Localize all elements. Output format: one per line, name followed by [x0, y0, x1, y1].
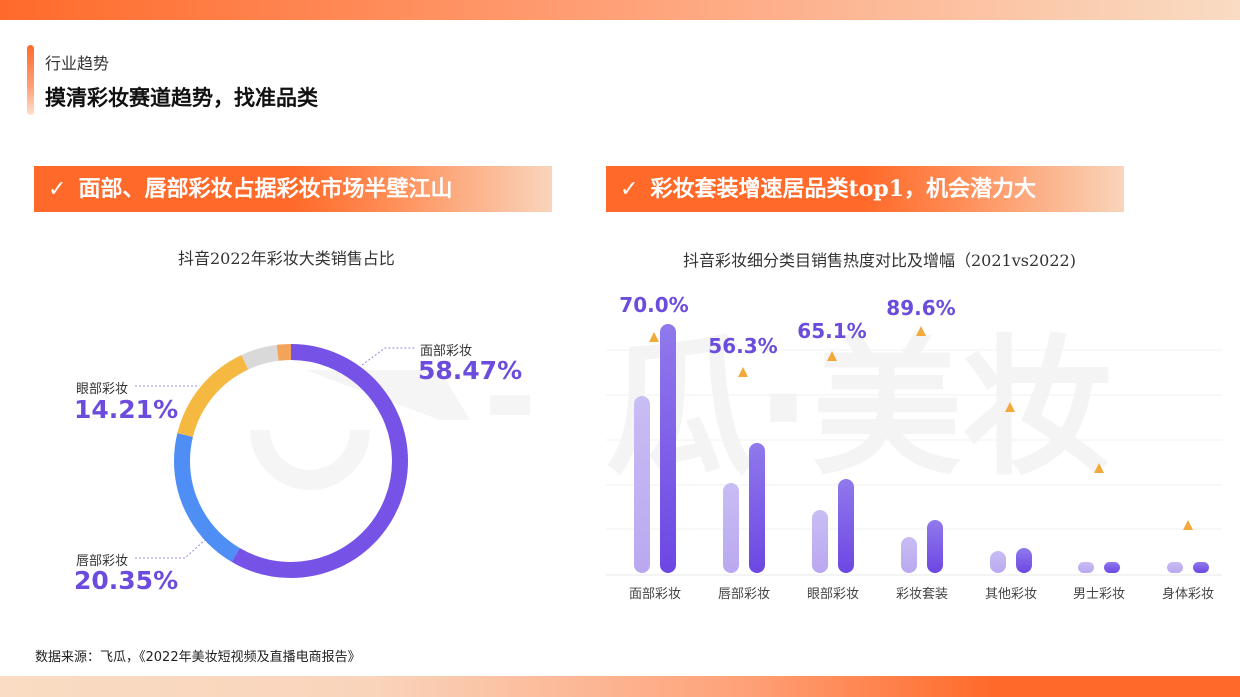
x-label-men: 男士彩妆: [1072, 587, 1125, 602]
top-gradient-bar: [0, 0, 1240, 20]
leader-line-lip: [135, 539, 206, 559]
growth-label-set: 89.6%: [886, 296, 956, 320]
x-label-lip: 唇部彩妆: [717, 587, 770, 602]
right-banner: ✓ 彩妆套装增速居品类top1，机会潜力大: [606, 166, 1124, 212]
slice-lip: [174, 344, 408, 578]
x-label-set: 彩妆套装: [895, 587, 948, 602]
page-title: 摸清彩妆赛道趋势，找准品类: [45, 86, 318, 110]
x-label-face: 面部彩妆: [628, 587, 681, 602]
header-accent-bar: [27, 45, 34, 115]
gridlines: [606, 349, 1222, 576]
callout-face-value: 58.47%: [418, 356, 523, 385]
section-eyebrow: 行业趋势: [45, 54, 110, 73]
growth-label-face: 70.0%: [619, 293, 689, 317]
x-label-body: 身体彩妆: [1161, 587, 1214, 602]
watermark-text: 瓜·美妆: [605, 322, 1112, 496]
bar-group-lip: [723, 443, 765, 573]
check-icon: ✓: [48, 177, 67, 202]
bar-group-set: [901, 520, 943, 573]
donut-chart-title: 抖音2022年彩妆大类销售占比: [178, 249, 395, 268]
bottom-gradient-bar: [0, 676, 1240, 697]
right-banner-text: 彩妆套装增速居品类top1，机会潜力大: [650, 176, 1036, 202]
callout-lip-label: 唇部彩妆: [76, 554, 129, 569]
check-icon: ✓: [620, 177, 639, 202]
left-banner-text: 面部、唇部彩妆占据彩妆市场半壁江山: [78, 176, 453, 202]
slice-other-orange: [174, 344, 408, 578]
x-label-other: 其他彩妆: [984, 587, 1037, 602]
callout-face-label: 面部彩妆: [420, 344, 473, 359]
bar-group-men: [1078, 562, 1120, 573]
growth-label-lip: 56.3%: [708, 334, 778, 358]
donut-chart: [135, 344, 415, 578]
bar-group-eye: [812, 479, 854, 573]
bar-group-face: [634, 324, 676, 573]
growth-label-eye: 65.1%: [797, 319, 867, 343]
bar-chart-title: 抖音彩妆细分类目销售热度对比及增幅（2021vs2022): [683, 251, 1076, 270]
growth-triangle-icons: [649, 326, 1193, 530]
left-banner: ✓ 面部、唇部彩妆占据彩妆市场半壁江山: [34, 166, 552, 212]
callout-lip-value: 20.35%: [74, 566, 179, 595]
bar-group-other: [990, 548, 1032, 573]
x-label-eye: 眼部彩妆: [806, 587, 859, 602]
callout-eye-label: 眼部彩妆: [76, 382, 129, 397]
data-source-note: 数据来源：飞瓜，《2022年美妆短视频及直播电商报告》: [35, 650, 361, 665]
callout-eye-value: 14.21%: [74, 395, 179, 424]
bar-group-body: [1167, 562, 1209, 573]
leader-line-face: [361, 347, 415, 366]
